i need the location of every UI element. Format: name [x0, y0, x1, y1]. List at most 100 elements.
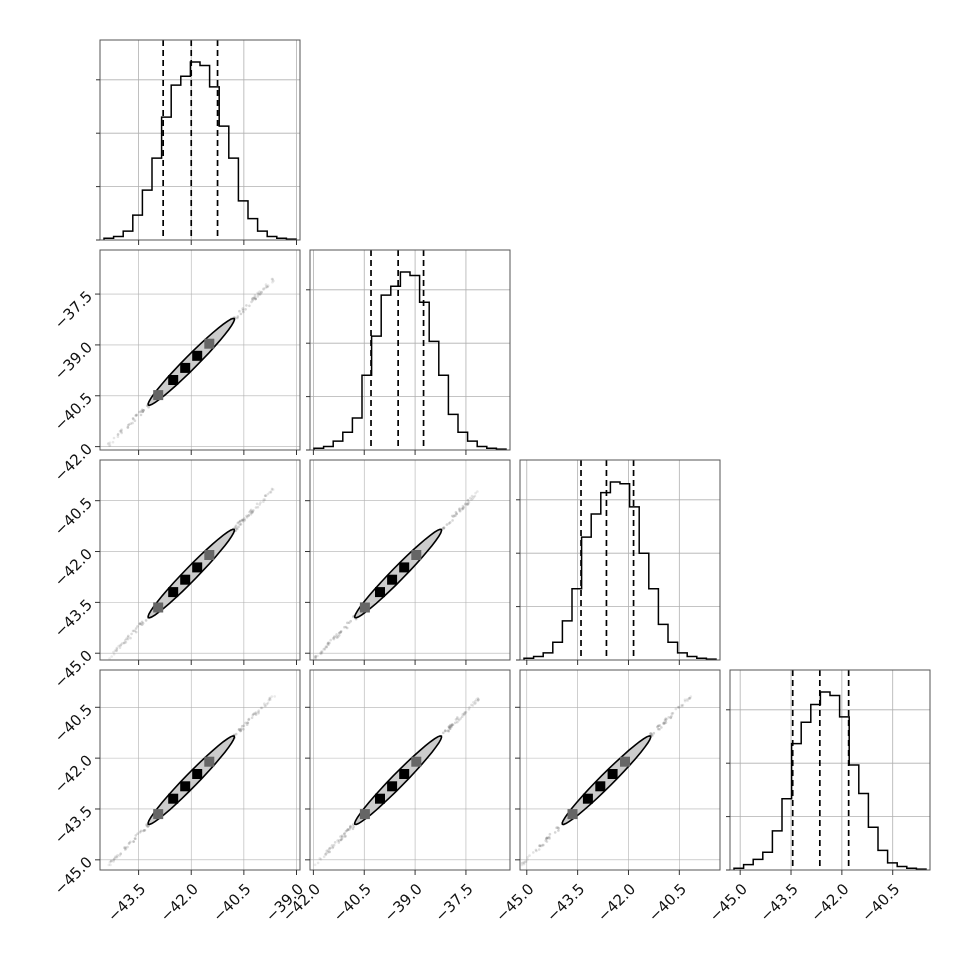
scatter-point — [262, 498, 266, 501]
scatter-point — [464, 502, 467, 506]
scatter-point — [331, 846, 335, 850]
scatter-point — [328, 850, 331, 854]
scatter-point — [237, 525, 240, 529]
scatter-point — [239, 729, 242, 733]
scatter-point — [330, 844, 334, 847]
scatter-point — [313, 655, 317, 658]
scatter-point — [241, 519, 245, 523]
scatter-point — [313, 863, 317, 867]
scatter-point — [237, 728, 241, 731]
scatter-point — [444, 729, 447, 733]
scatter-point — [139, 829, 143, 833]
y-tick-label: −40.5 — [51, 494, 96, 539]
scatter-point — [680, 703, 683, 707]
scatter-point — [115, 649, 118, 653]
density-cell — [180, 362, 191, 373]
scatter-point — [116, 433, 120, 437]
scatter-point — [322, 648, 325, 651]
y-tick-label: −40.5 — [51, 389, 96, 434]
scatter-point — [268, 491, 271, 494]
scatter-point — [520, 863, 524, 867]
scatter-point — [273, 695, 277, 698]
density-cell — [399, 562, 410, 573]
scatter-point — [120, 431, 123, 435]
scatter-point — [239, 519, 242, 523]
scatter-point — [259, 501, 262, 504]
scatter-point — [669, 716, 672, 719]
scatter-point — [349, 826, 352, 829]
scatter-point — [447, 729, 450, 733]
scatter-point — [664, 719, 667, 723]
scatter-point — [266, 701, 270, 705]
scatter-point — [454, 721, 457, 725]
scatter-point — [352, 825, 355, 828]
density-cell — [387, 574, 398, 585]
scatter-point — [452, 515, 455, 518]
scatter-point — [352, 615, 355, 618]
scatter-point — [449, 723, 452, 727]
density-cell — [168, 587, 179, 598]
scatter-point — [314, 657, 317, 660]
scatter-point — [548, 837, 551, 840]
scatter-point — [255, 502, 259, 506]
scatter-point — [254, 506, 258, 509]
scatter-point — [132, 840, 135, 843]
panel-background — [520, 460, 720, 660]
scatter-point — [447, 522, 451, 525]
scatter-point — [245, 304, 248, 307]
scatter-point — [349, 825, 352, 829]
scatter-point — [462, 506, 465, 510]
scatter-point — [461, 507, 465, 511]
scatter-point — [314, 654, 318, 658]
scatter-point — [326, 849, 330, 852]
scatter-point — [658, 724, 662, 727]
scatter-point — [240, 518, 244, 522]
scatter-point — [338, 631, 341, 635]
scatter-point — [467, 501, 471, 504]
scatter-point — [461, 507, 464, 510]
scatter-point — [250, 300, 253, 304]
density-cell — [359, 809, 370, 820]
scatter-point — [256, 295, 260, 298]
scatter-point — [246, 721, 250, 725]
scatter-point — [131, 417, 135, 420]
scatter-point — [245, 516, 249, 519]
scatter-point — [656, 724, 660, 728]
scatter-point — [336, 635, 340, 638]
y-tick-label: −43.5 — [51, 802, 96, 847]
density-cell — [399, 769, 410, 779]
scatter-point — [123, 641, 126, 644]
scatter-point — [544, 839, 547, 842]
scatter-point — [243, 518, 247, 522]
density-cell — [168, 375, 179, 385]
scatter-point — [115, 856, 119, 859]
scatter-point — [252, 296, 256, 300]
scatter-point — [327, 643, 330, 646]
scatter-point — [259, 292, 262, 295]
scatter-point — [324, 853, 328, 856]
density-cell — [180, 574, 191, 585]
scatter-point — [124, 846, 127, 849]
scatter-point — [455, 512, 458, 515]
scatter-point — [326, 643, 330, 646]
scatter-point — [557, 827, 560, 830]
density-cell — [375, 587, 385, 598]
scatter-point — [115, 646, 119, 650]
scatter-point — [328, 847, 331, 851]
scatter-point — [235, 527, 239, 531]
scatter-point — [448, 521, 452, 524]
scatter-point — [458, 508, 461, 511]
scatter-point — [322, 855, 326, 859]
scatter-point — [123, 847, 127, 850]
panel-background — [100, 40, 300, 240]
scatter-point — [686, 699, 689, 702]
scatter-point — [476, 696, 480, 700]
scatter-point — [339, 838, 343, 842]
scatter-point — [142, 829, 145, 833]
scatter-point — [269, 491, 273, 494]
density-cell — [192, 562, 203, 573]
scatter-point — [270, 488, 274, 491]
scatter-point — [680, 704, 684, 708]
marginal-panel-3-3 — [726, 669, 931, 875]
scatter-point — [454, 514, 457, 518]
